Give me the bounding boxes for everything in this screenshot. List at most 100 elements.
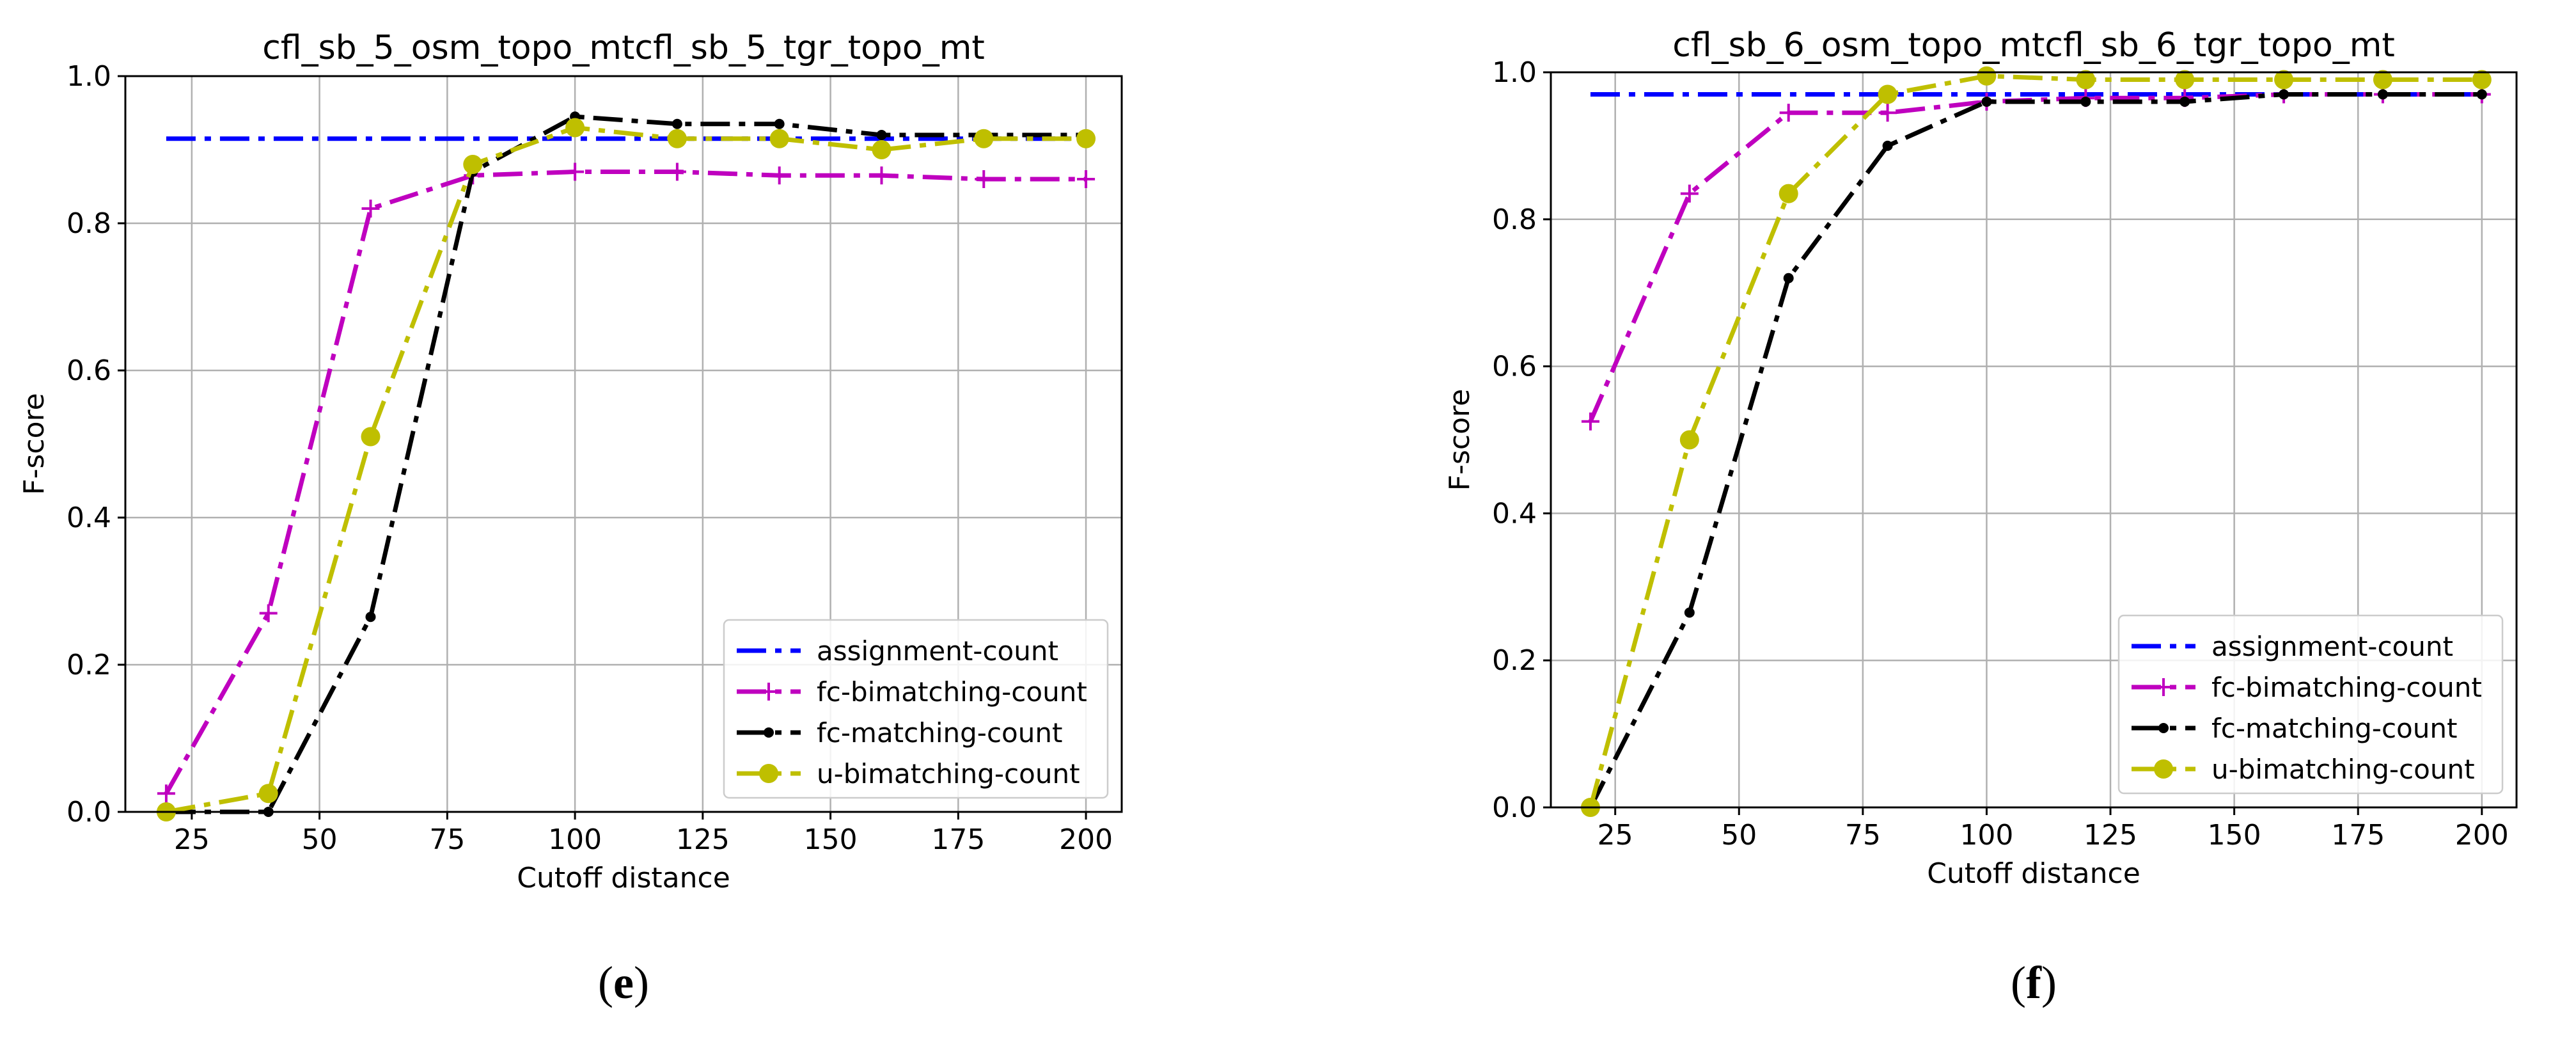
series-line-u-bimatching-count [166,125,1087,814]
series-line-fc-matching-count [166,114,1087,814]
series-line-u-bimatching-count [1588,74,2482,808]
x-axis-label: Cutoff distance [517,862,730,894]
y-tick-label: 1.0 [1492,56,1537,89]
legend-marker-fc-matching-count [764,727,774,738]
data-point-fc-matching-count [774,118,785,129]
legend: assignment-count fc-bimatching-count fc-ma… [723,619,1109,799]
data-point-u-bimatching-count [1679,430,1699,450]
data-point-u-bimatching-count [1977,66,1997,86]
data-point-fc-matching-count [2080,96,2091,107]
caption-letter: e [613,957,634,1008]
legend-label-u-bimatching-count: u-bimatching-count [2211,754,2475,785]
x-tick-label: 100 [1959,819,2013,852]
data-point-fc-matching-count [1684,607,1695,618]
data-point-u-bimatching-count [769,129,789,148]
data-point-u-bimatching-count [974,129,994,148]
data-point-u-bimatching-count [1878,84,1897,104]
legend-label-fc-matching-count: fc-matching-count [2211,713,2457,744]
y-tick-label: 0.4 [1492,497,1537,530]
legend-marker-fc-matching-count [2158,723,2169,733]
x-tick-label: 100 [548,823,602,856]
y-tick-label: 0.2 [1492,644,1537,677]
data-point-u-bimatching-count [2175,70,2195,90]
y-axis-label: F-score [18,393,51,495]
legend-label-assignment-count: assignment-count [2211,631,2453,662]
data-point-fc-matching-count [2279,89,2289,100]
data-point-u-bimatching-count [463,155,483,174]
y-tick-label: 0.0 [1492,791,1537,824]
data-point-fc-matching-count [876,130,887,140]
x-tick-label: 175 [2331,819,2385,852]
x-tick-label: 175 [931,823,985,856]
chart-title: cfl_sb_6_osm_topo_mtcfl_sb_6_tgr_topo_mt [1672,26,2395,65]
data-point-u-bimatching-count [872,140,891,159]
legend: assignment-count fc-bimatching-count fc-ma… [2117,614,2504,795]
x-tick-label: 200 [2455,819,2509,852]
data-point-u-bimatching-count [258,784,278,804]
caption-close-paren: ) [634,957,649,1008]
x-tick-label: 50 [302,823,338,856]
data-point-fc-matching-count [365,612,376,623]
caption-letter: f [2026,957,2042,1008]
series-line-fc-bimatching-count [164,170,1087,795]
x-tick-label: 75 [1845,819,1881,852]
x-tick-label: 25 [1598,819,1633,852]
y-tick-label: 0.4 [67,502,111,534]
data-point-u-bimatching-count [1779,184,1798,203]
data-point-fc-matching-count [2476,89,2487,100]
data-point-fc-matching-count [2179,96,2190,107]
panel-caption: (e) [598,957,649,1008]
y-tick-label: 0.8 [67,207,111,240]
y-tick-label: 0.0 [67,796,111,829]
data-point-u-bimatching-count [361,427,381,447]
series-fc-matching-count [1585,89,2487,813]
x-axis-label: Cutoff distance [1927,857,2140,890]
legend-marker-u-bimatching-count [2154,759,2173,779]
caption-close-paren: ) [2041,957,2057,1008]
chart-title: cfl_sb_5_osm_topo_mtcfl_sb_5_tgr_topo_mt [262,29,985,67]
y-tick-label: 0.8 [1492,203,1537,236]
panel-caption: (f) [2011,957,2057,1008]
data-point-u-bimatching-count [2274,70,2294,90]
caption-open-paren: ( [598,957,613,1008]
legend-label-assignment-count: assignment-count [817,635,1058,667]
plot-frame [1550,71,2518,809]
x-tick-label: 75 [429,823,465,856]
x-tick-label: 125 [676,823,730,856]
legend-box [723,619,1109,799]
data-point-u-bimatching-count [1076,129,1096,148]
data-point-fc-matching-count [2377,89,2388,100]
data-point-fc-matching-count [671,118,682,129]
x-tick-label: 150 [804,823,858,856]
y-tick-label: 0.6 [1492,351,1537,383]
legend-label-fc-bimatching-count: fc-bimatching-count [2211,672,2482,703]
x-tick-label: 50 [1721,819,1757,852]
series-u-bimatching-count [156,118,1096,821]
data-point-fc-matching-count [1882,140,1893,151]
legend-label-fc-matching-count: fc-matching-count [817,717,1062,749]
x-tick-label: 125 [2084,819,2137,852]
chart-panel-2: 25 50 75 100 125 150 175 200 0.0 0.2 0.4 0.6 0.8 1.0 c… [1443,26,2518,890]
y-axis-label: F-score [1443,389,1476,491]
y-tick-label: 1.0 [67,60,111,93]
y-tick-label: 0.2 [67,649,111,681]
y-tick-label: 0.6 [67,354,111,387]
data-point-fc-matching-count [1981,96,1992,107]
legend-box [2117,614,2504,795]
series-fc-bimatching-count [1581,85,2491,431]
data-point-u-bimatching-count [565,118,585,138]
x-tick-label: 25 [174,823,210,856]
data-point-u-bimatching-count [2076,70,2096,90]
data-point-u-bimatching-count [2472,70,2492,90]
x-tick-label: 200 [1059,823,1113,856]
chart-panel-1: 25 50 75 100 125 150 175 200 0.0 0.2 0.4 0.6 0.8 1.0 c… [18,29,1123,894]
plot-frame [124,75,1123,813]
legend-label-fc-bimatching-count: fc-bimatching-count [817,676,1087,708]
data-point-u-bimatching-count [667,129,687,148]
legend-label-u-bimatching-count: u-bimatching-count [817,758,1080,789]
series-line-fc-matching-count [1588,91,2482,809]
series-u-bimatching-count [1580,66,2492,817]
x-tick-label: 150 [2208,819,2261,852]
series-line-fc-bimatching-count [1588,91,2482,423]
